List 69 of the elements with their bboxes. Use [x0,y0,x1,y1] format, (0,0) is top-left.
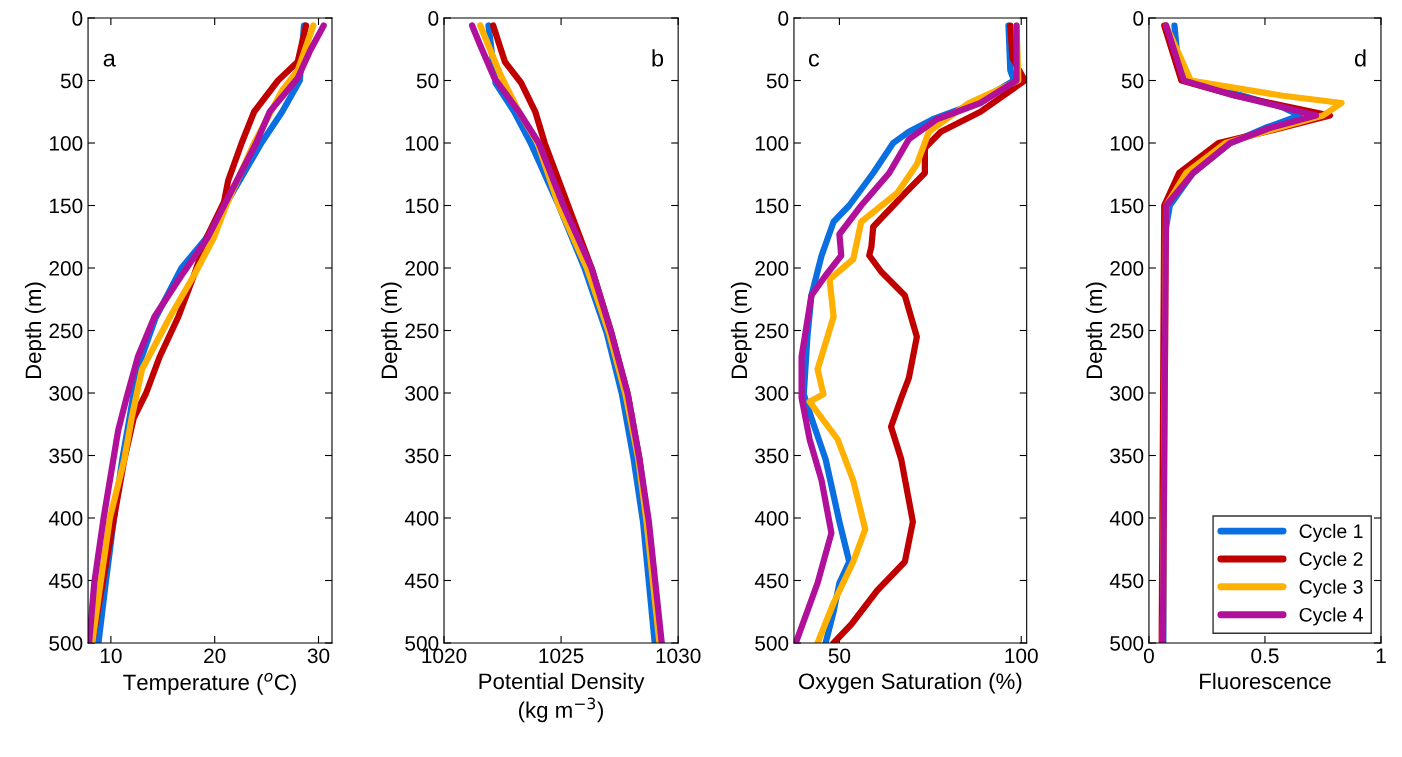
x-tick-label: 30 [307,648,330,664]
y-tick-label: 500 [49,636,83,651]
y-axis-title: Depth (m) [380,282,402,379]
legend-label: Cycle 1 [1299,523,1363,542]
y-tick-label: 150 [755,198,789,214]
y-tick-label: 0 [1133,11,1144,26]
y-tick-label: 450 [404,573,439,589]
annotation: c [808,53,820,67]
y-tick-label: 50 [766,73,789,89]
x-tick-label: 1025 [539,648,584,664]
y-tick-label: 200 [1110,261,1144,276]
annotation: b [652,49,664,67]
y-tick-label: 50 [60,73,83,89]
y-tick-label: 350 [405,448,439,464]
x-tick-label: 20 [204,648,226,664]
x-axis-title: Temperature ($^{o}$C) [123,672,296,695]
legend-label: Cycle 4 [1299,607,1363,626]
y-tick-label: 400 [754,511,789,526]
x-tick-label: 1 [1376,648,1386,663]
y-tick-label: 200 [405,261,439,276]
y-axis-title: Depth (m) [1085,282,1107,379]
y-tick-label: 300 [1110,386,1144,401]
y-tick-label: 0 [778,11,789,26]
x-tick-label: 100 [1005,648,1038,664]
y-tick-label: 100 [1110,136,1144,151]
y-tick-label: 100 [755,136,789,151]
y-tick-label: 150 [1110,198,1144,214]
y-tick-label: 0 [72,11,83,26]
y-tick-label: 400 [1109,511,1144,526]
y-tick-label: 200 [755,261,789,276]
annotation: a [103,53,116,67]
x-tick-label: 10 [100,648,122,664]
legend-label: Cycle 3 [1299,579,1363,598]
y-tick-label: 200 [49,261,83,276]
legend-label: Cycle 2 [1299,551,1363,570]
y-tick-label: 300 [49,386,83,401]
x-tick-label: 0 [1143,648,1154,664]
y-axis-title: Depth (m) [24,282,46,379]
y-tick-label: 250 [1110,323,1144,339]
x-axis-title: Fluorescence [1200,672,1331,690]
x-axis-title: Oxygen Saturation (%) [798,672,1022,694]
y-tick-label: 50 [416,73,439,89]
y-tick-label: 100 [50,136,83,151]
y-tick-label: 300 [405,386,439,401]
y-tick-label: 250 [49,323,83,339]
x-tick-label: 50 [828,648,851,664]
y-tick-label: 300 [755,386,789,401]
y-tick-label: 400 [404,511,439,526]
y-tick-label: 150 [50,198,83,214]
y-tick-label: 100 [405,136,439,151]
y-tick-label: 50 [1121,73,1144,89]
y-tick-label: 450 [48,573,83,589]
y-tick-label: 250 [755,323,789,339]
x-axis-title: Potential Density (kg m$^{−3}$) [479,672,645,723]
y-tick-label: 400 [48,511,83,526]
y-tick-label: 450 [1109,573,1144,589]
y-axis-title: Depth (m) [730,282,752,379]
y-tick-label: 0 [428,11,439,26]
y-tick-label: 150 [405,198,439,214]
y-tick-label: 250 [405,323,439,339]
x-tick-label: 1030 [656,648,701,664]
y-tick-label: 350 [1110,448,1144,464]
y-tick-label: 500 [755,636,789,651]
y-tick-label: 450 [754,573,789,589]
y-tick-label: 350 [755,448,789,464]
x-tick-label: 0.5 [1251,648,1279,664]
y-tick-label: 350 [49,448,83,464]
annotation: d [1354,49,1366,67]
y-tick-label: 500 [1110,636,1144,651]
